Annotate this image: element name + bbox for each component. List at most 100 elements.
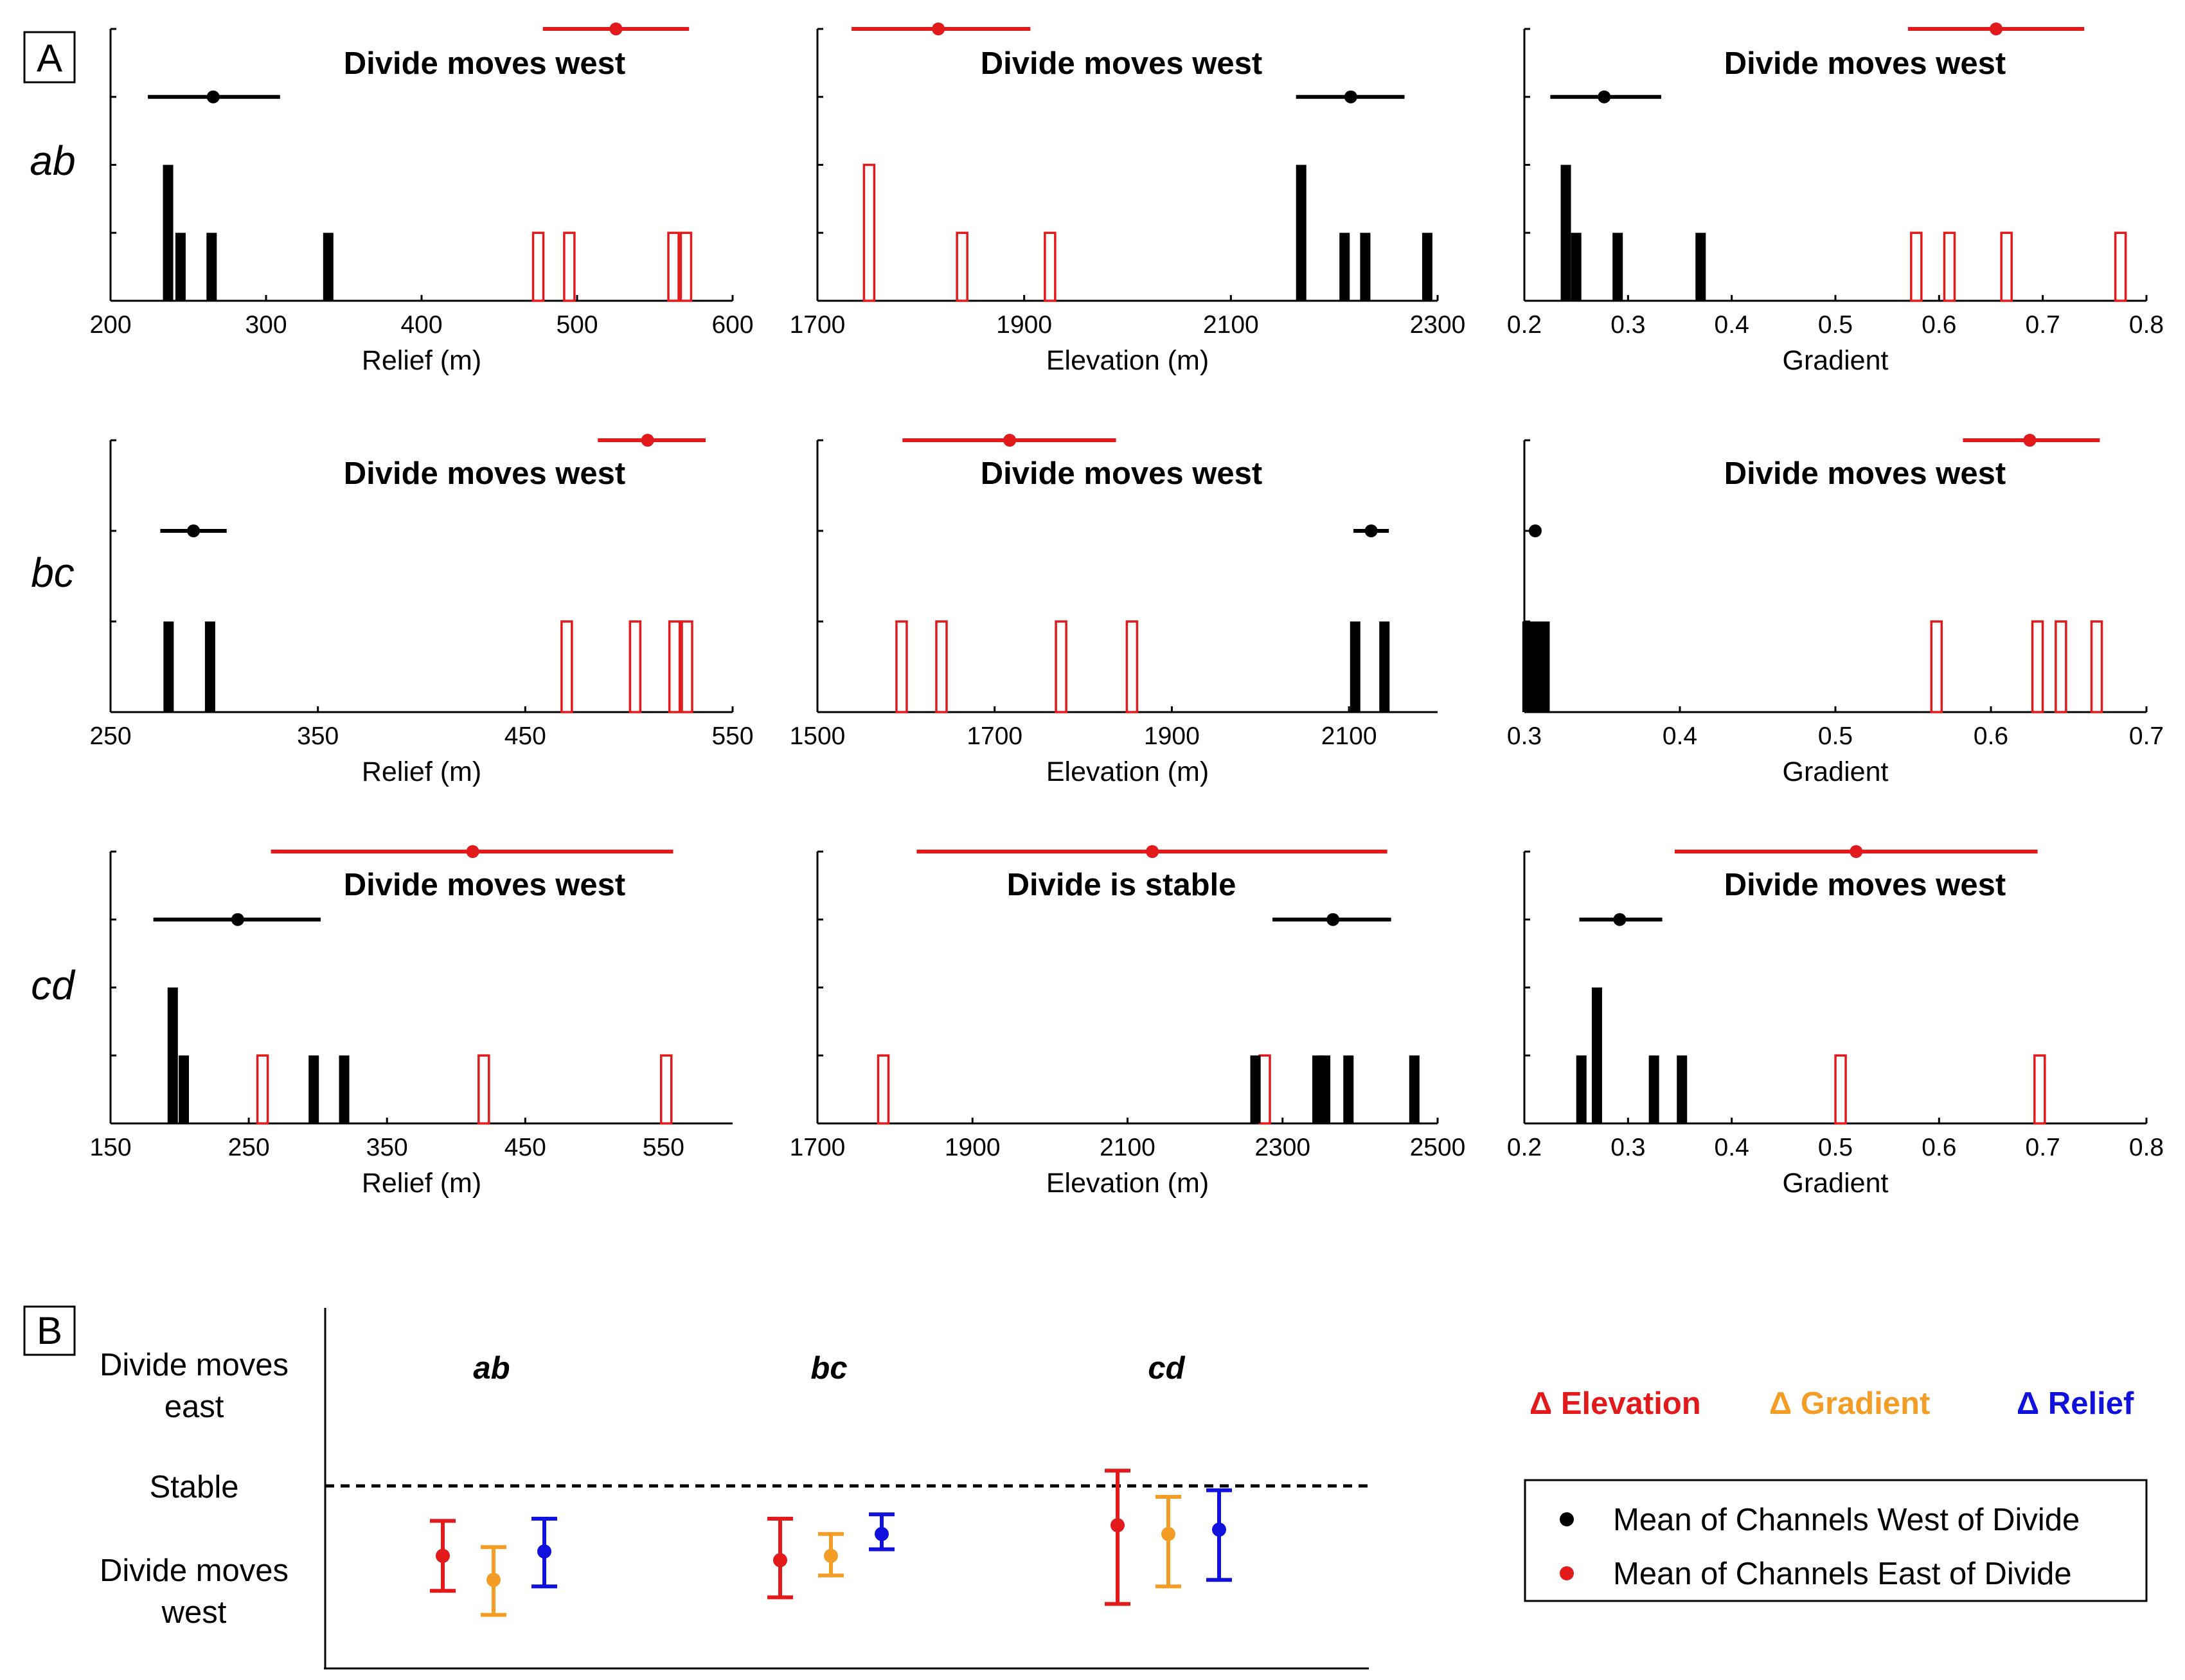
west-channel-bar <box>1409 1055 1420 1123</box>
x-tick-label: 0.6 <box>1974 722 2008 750</box>
histogram-cd-gradient: 0.2 0.3 0.4 0.5 0.6 0.7 0.8 Gradient Divide move… <box>1507 845 2164 1199</box>
east-channel-bar <box>877 1054 890 1125</box>
x-tick-label: 250 <box>228 1134 270 1161</box>
histogram-ab-relief: 200 300 400 500 600 Relief (m) Divide moves we… <box>89 22 754 376</box>
east-channel-bar <box>563 231 576 302</box>
errorbar-bc-elevation <box>767 1517 793 1600</box>
west-channel-bar <box>1339 233 1350 301</box>
west-channel-bar <box>1422 233 1432 301</box>
panel-a-histograms: 200 300 400 500 600 Relief (m) Divide moves we… <box>89 22 2164 1199</box>
west-channel-bar <box>1677 1055 1688 1123</box>
east-channel-bar <box>2031 620 2044 713</box>
errorbar-cd-gradient <box>1155 1495 1181 1589</box>
chart-title: Divide moves west <box>1724 46 2006 81</box>
east-mean-point <box>609 22 623 35</box>
west-channel-bar <box>1312 1055 1323 1123</box>
east-channel-bar <box>935 620 948 713</box>
x-tick-label: 2500 <box>1410 1134 1466 1161</box>
east-channel-bar <box>1834 1054 1847 1125</box>
x-tick-label: 0.4 <box>1663 722 1697 750</box>
panel-b-summary: Divide moves east Stable Divide moves we… <box>100 1308 2148 1670</box>
x-tick-label: 0.2 <box>1507 311 1542 339</box>
histogram-cd-relief: 150 250 350 450 550 Relief (m) Divide moves we… <box>89 845 733 1199</box>
x-tick-label: 450 <box>504 1134 546 1161</box>
y-label-stable: Stable <box>150 1470 239 1505</box>
chart-title: Divide moves west <box>344 868 625 902</box>
east-mean-point <box>1146 845 1159 858</box>
errorbar-point <box>1212 1523 1226 1537</box>
panel-b-letter: B <box>37 1309 62 1352</box>
x-tick-label: 0.6 <box>1922 311 1956 339</box>
panel-a-letter: A <box>37 37 62 80</box>
errorbar-ab-elevation <box>430 1519 456 1593</box>
west-mean-point <box>1344 90 1357 103</box>
west-mean-point <box>1613 913 1627 926</box>
east-channel-bar <box>477 1054 490 1125</box>
x-tick-label: 0.4 <box>1715 311 1749 339</box>
x-tick-label: 500 <box>556 311 598 339</box>
east-channel-bar <box>2055 620 2067 713</box>
east-channel-bar <box>2090 620 2103 713</box>
errorbar-bc-gradient <box>818 1532 844 1578</box>
x-tick-label: 250 <box>89 722 131 750</box>
west-channel-bar <box>163 165 174 301</box>
y-label-west-line2: west <box>161 1595 227 1630</box>
x-tick-label: 2100 <box>1100 1134 1155 1161</box>
east-mean-point <box>1990 22 2003 35</box>
legend-east-marker <box>1560 1566 1574 1580</box>
x-axis-title: Gradient <box>1783 1168 1889 1199</box>
west-mean-point <box>187 524 201 537</box>
delta-relief-label: Δ Relief <box>2017 1386 2134 1421</box>
errorbar-point <box>824 1548 838 1563</box>
errorbar-point <box>436 1548 450 1563</box>
delta-elevation-label: Δ Elevation <box>1530 1386 1701 1421</box>
west-channel-bar <box>179 1055 190 1123</box>
legend-west-marker <box>1560 1512 1574 1526</box>
group-label-cd: cd <box>1148 1351 1185 1386</box>
west-channel-bar <box>204 621 215 712</box>
x-tick-label: 1700 <box>790 311 846 339</box>
x-tick-label: 550 <box>711 722 753 750</box>
x-axis-title: Relief (m) <box>362 1168 481 1199</box>
errorbar-ab-gradient <box>481 1545 506 1617</box>
east-channel-bar <box>862 163 876 302</box>
chart-title: Divide moves west <box>344 456 625 491</box>
east-channel-bar <box>956 231 968 302</box>
x-tick-label: 0.4 <box>1715 1134 1749 1161</box>
west-channel-bar <box>308 1055 319 1123</box>
summary-error-bars <box>430 1469 1232 1617</box>
errorbar-point <box>1110 1518 1125 1533</box>
x-axis-title: Relief (m) <box>362 756 481 787</box>
west-mean-point <box>1364 524 1378 537</box>
errorbar-point <box>875 1526 889 1541</box>
x-tick-label: 1900 <box>1144 722 1200 750</box>
x-axis-title: Gradient <box>1783 345 1889 376</box>
west-mean-point <box>206 90 220 103</box>
east-channel-bar <box>659 1054 673 1125</box>
histogram-bc-relief: 250 350 450 550 Relief (m) Divide moves west <box>89 434 754 787</box>
x-tick-label: 0.6 <box>1922 1134 1956 1161</box>
east-mean-point <box>2023 434 2037 447</box>
errorbar-point <box>486 1573 501 1587</box>
row-label-bc: bc <box>31 550 75 596</box>
west-channel-bar <box>1320 1055 1331 1123</box>
west-mean-point <box>231 913 244 926</box>
x-tick-label: 0.3 <box>1610 311 1645 339</box>
east-channel-bar <box>681 620 693 713</box>
x-tick-label: 2100 <box>1321 722 1377 750</box>
row-label-cd: cd <box>31 962 76 1008</box>
x-tick-label: 1900 <box>996 311 1052 339</box>
east-mean-point <box>1003 434 1017 447</box>
east-channel-bar <box>1055 620 1067 713</box>
x-tick-label: 150 <box>89 1134 131 1161</box>
east-channel-bar <box>1044 231 1057 302</box>
west-channel-bar <box>1531 621 1542 712</box>
west-channel-bar <box>1379 621 1390 712</box>
errorbar-cd-elevation <box>1105 1469 1130 1606</box>
east-channel-bar <box>560 620 573 713</box>
x-tick-label: 0.7 <box>2026 1134 2060 1161</box>
east-mean-point <box>641 434 654 447</box>
errorbar-point <box>537 1544 551 1559</box>
west-channel-bar <box>1571 233 1582 301</box>
delta-gradient-label: Δ Gradient <box>1769 1386 1930 1421</box>
